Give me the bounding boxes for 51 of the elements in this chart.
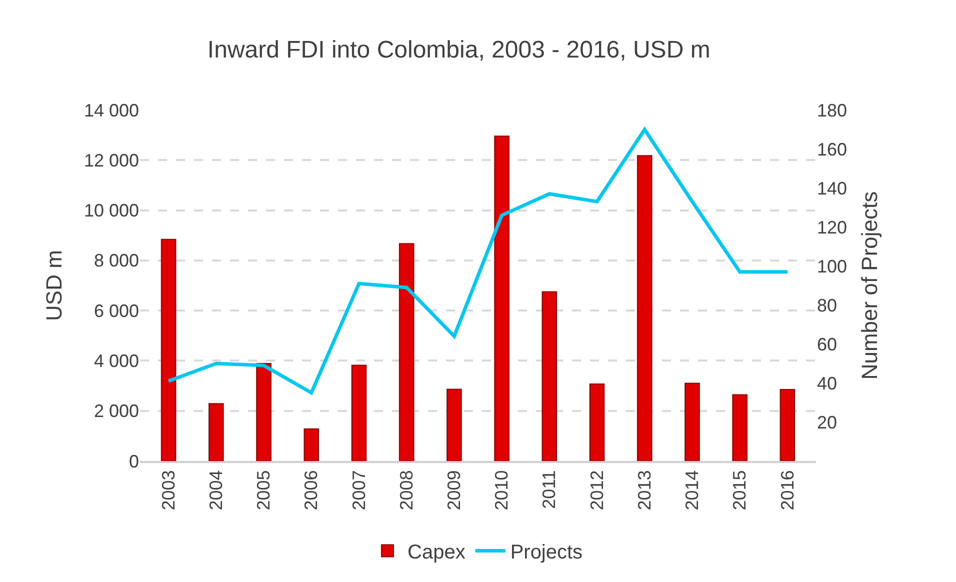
y2-tick-label: 160 — [817, 139, 848, 160]
y-tick-label: 12 000 — [84, 150, 139, 170]
y-tick-label: 14 000 — [84, 100, 139, 120]
y2-tick-label: 40 — [817, 373, 838, 394]
y-tick-label: 6 000 — [94, 300, 139, 321]
x-tick-label: 2006 — [301, 470, 322, 510]
y2-axis-title: Number of Projects — [856, 191, 882, 380]
x-tick-label: 2013 — [634, 470, 654, 510]
x-tick-label: 2009 — [444, 470, 464, 510]
legend-label: Capex — [408, 542, 466, 564]
y2-tick-label: 140 — [817, 178, 848, 198]
y2-tick-label: 20 — [817, 412, 838, 432]
y-tick-label: 8 000 — [94, 250, 139, 271]
y2-tick-label: 80 — [817, 295, 838, 316]
y-tick-label: 10 000 — [84, 200, 139, 221]
x-tick-label: 2005 — [254, 470, 274, 510]
bar — [589, 384, 605, 461]
y2-tick-label: 120 — [817, 217, 848, 238]
x-tick-label: 2015 — [730, 470, 750, 510]
x-tick-label: 2003 — [158, 470, 178, 510]
bar — [542, 291, 558, 461]
x-tick-label: 2011 — [539, 470, 560, 509]
y2-tick-label: 60 — [817, 334, 838, 354]
x-tick-label: 2010 — [492, 470, 512, 510]
bar — [780, 389, 796, 461]
bar — [208, 403, 224, 461]
bar — [684, 382, 700, 461]
chart-title: Inward FDI into Colombia, 2003 - 2016, USD m — [207, 36, 710, 64]
bar — [351, 364, 367, 461]
y-tick-label: 4 000 — [94, 351, 139, 372]
y-tick-label: 2 000 — [94, 401, 139, 422]
bar — [398, 243, 414, 461]
x-tick-label: 2014 — [682, 470, 702, 510]
bar — [494, 136, 510, 461]
y2-tick-label: 100 — [817, 256, 848, 276]
y-axis-title: USD m — [42, 250, 67, 321]
x-tick-label: 2012 — [586, 470, 607, 510]
x-tick-label: 2008 — [396, 470, 416, 510]
bar — [732, 394, 748, 461]
y-tick-label: 0 — [128, 451, 139, 472]
y2-tick-label: 180 — [817, 100, 848, 120]
bar — [256, 362, 272, 461]
bar — [636, 155, 652, 461]
legend-label: Projects — [510, 542, 583, 564]
bar — [160, 238, 176, 461]
x-tick-label: 2004 — [206, 470, 226, 510]
x-tick-label: 2007 — [348, 470, 369, 510]
bar — [304, 428, 320, 461]
line-series — [166, 128, 790, 394]
x-tick-label: 2016 — [777, 470, 798, 510]
bar — [446, 388, 462, 461]
